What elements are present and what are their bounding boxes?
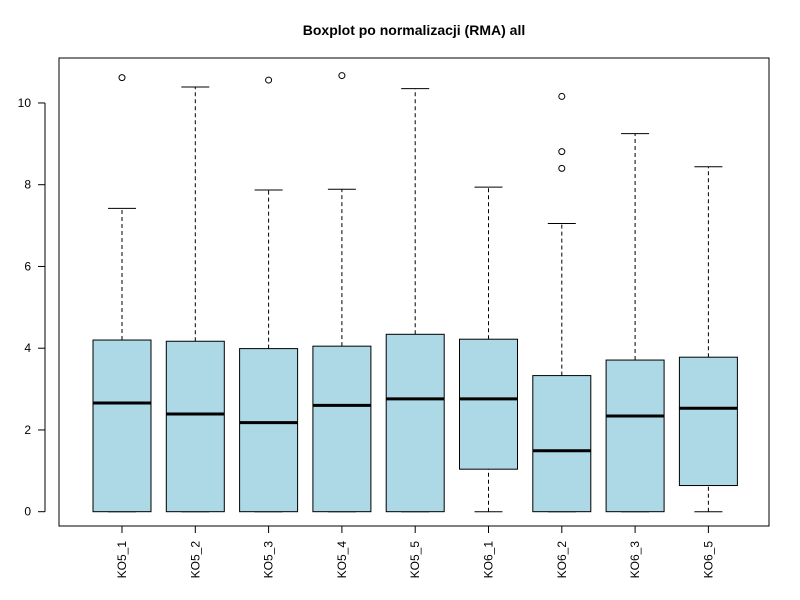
box — [678, 356, 738, 487]
x-tick-label: KO5_3 — [262, 541, 276, 579]
x-axis-labels: KO5_1 KO5_2 KO5_3 KO5_4 KO5_5 KO6_1 KO6_2 KO6_3… — [115, 525, 715, 579]
x-tick-label: KO5_2 — [188, 541, 202, 579]
outlier-point — [338, 72, 346, 80]
x-tick-label: KO5_1 — [115, 541, 129, 579]
box — [239, 348, 299, 513]
x-tick-label: KO6_1 — [482, 541, 496, 579]
boxes-group — [92, 72, 738, 513]
outlier-point — [265, 76, 273, 84]
outlier-point — [558, 92, 566, 100]
box — [459, 338, 518, 470]
box-group-ko5-4 — [312, 72, 372, 513]
box-group-ko6-1 — [459, 186, 518, 513]
y-tick-label: 10 — [18, 96, 32, 110]
outlier-point — [118, 74, 126, 82]
box-group-ko5-5 — [385, 88, 445, 513]
box — [312, 345, 372, 513]
box — [532, 375, 592, 513]
y-tick-label: 6 — [24, 259, 31, 273]
y-axis: 0 2 4 6 8 10 — [18, 96, 46, 519]
box-group-ko6-2 — [532, 92, 592, 513]
box — [92, 339, 152, 513]
box-group-ko5-1 — [92, 74, 152, 513]
outlier-point — [558, 148, 566, 156]
box-group-ko5-2 — [165, 86, 225, 513]
outlier-point — [558, 164, 566, 172]
y-tick-label: 0 — [24, 505, 31, 519]
x-tick-label: KO5_4 — [335, 541, 349, 579]
box-group-ko5-3 — [239, 76, 299, 513]
y-tick-label: 4 — [24, 341, 31, 355]
y-tick-label: 8 — [24, 178, 31, 192]
box — [605, 359, 665, 513]
x-tick-label: KO6_3 — [628, 541, 642, 579]
x-tick-label: KO5_5 — [408, 541, 422, 579]
chart-title: Boxplot po normalizacji (RMA) all — [303, 22, 525, 38]
box — [385, 333, 445, 513]
y-tick-label: 2 — [24, 423, 31, 437]
x-tick-label: KO6_5 — [701, 541, 715, 579]
box-group-ko6-5 — [678, 166, 738, 513]
box — [165, 340, 225, 513]
x-tick-label: KO6_2 — [555, 541, 569, 579]
box-group-ko6-3 — [605, 133, 665, 513]
